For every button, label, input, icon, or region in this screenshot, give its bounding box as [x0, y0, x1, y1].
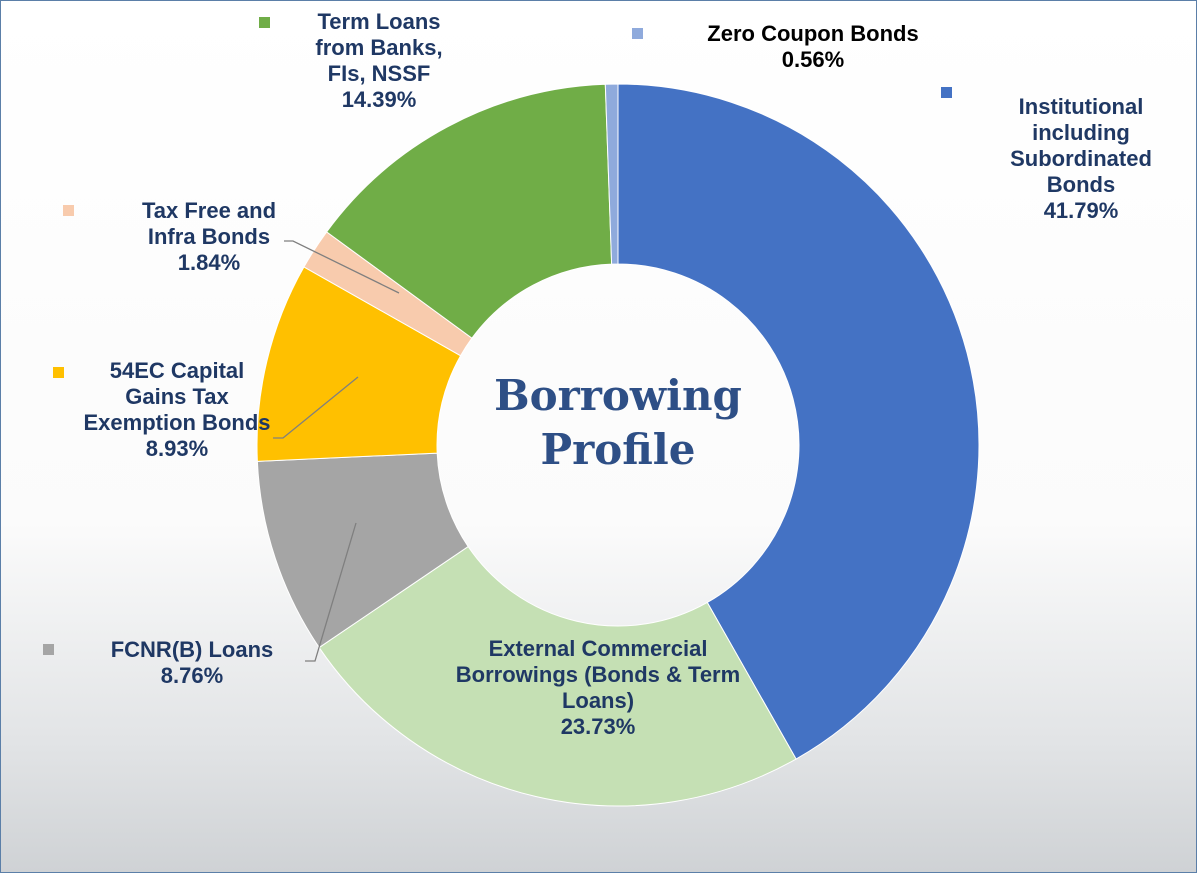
- value-label: 0.56%: [781, 47, 845, 72]
- category-name: 54EC Capital Gains Tax Exemption Bonds: [83, 358, 271, 435]
- legend-swatch: [53, 367, 64, 378]
- value-label: 1.84%: [177, 250, 241, 275]
- slice-label: Tax Free and Infra Bonds 1.84%: [119, 198, 299, 276]
- legend-swatch: [259, 17, 270, 28]
- value-label: 8.76%: [160, 663, 224, 688]
- slice-label: External Commercial Borrowings (Bonds & …: [448, 636, 748, 740]
- legend-swatch: [632, 28, 643, 39]
- category-name: Institutional including Subordinated Bon…: [1010, 94, 1152, 197]
- slice: [604, 83, 619, 265]
- leader-line: [273, 376, 359, 439]
- category-name: FCNR(B) Loans: [110, 637, 274, 662]
- legend-swatch: [941, 87, 952, 98]
- slice-label: Institutional including Subordinated Bon…: [983, 94, 1179, 224]
- category-name: Term Loans from Banks, FIs, NSSF: [315, 9, 443, 86]
- legend-swatch: [43, 644, 54, 655]
- legend-swatch: [63, 205, 74, 216]
- slice: [318, 545, 797, 807]
- slice-label: 54EC Capital Gains Tax Exemption Bonds 8.…: [79, 358, 275, 462]
- category-name: External Commercial Borrowings (Bonds & …: [455, 636, 741, 713]
- slices: [256, 83, 980, 807]
- slice-label: Zero Coupon Bonds 0.56%: [665, 21, 961, 73]
- leader-lines: [273, 240, 400, 662]
- value-label: 8.93%: [145, 436, 209, 461]
- category-name: Zero Coupon Bonds: [707, 21, 919, 46]
- slice: [325, 83, 613, 339]
- center-title: Borrowing Profile: [494, 371, 742, 474]
- slice-label: Term Loans from Banks, FIs, NSSF 14.39%: [297, 9, 461, 113]
- slice: [617, 83, 980, 760]
- leader-line: [284, 240, 400, 294]
- slice-label: FCNR(B) Loans 8.76%: [81, 637, 303, 689]
- value-label: 23.73%: [560, 714, 636, 739]
- value-label: 41.79%: [1043, 198, 1119, 223]
- value-label: 14.39%: [341, 87, 417, 112]
- category-name: Tax Free and Infra Bonds: [141, 198, 277, 249]
- leader-line: [305, 522, 357, 662]
